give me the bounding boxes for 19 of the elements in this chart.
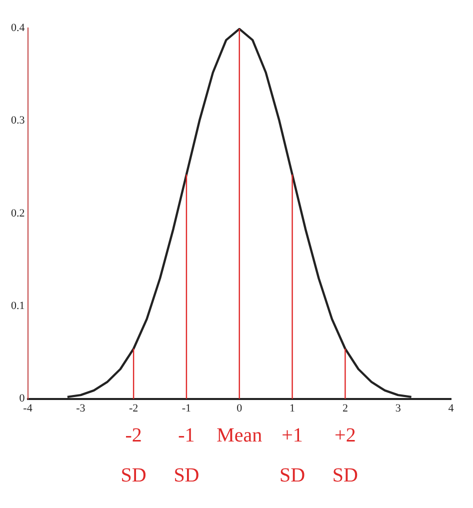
ref-line-label: -2 SD: [120, 424, 146, 486]
ref-line-label: +1 SD: [279, 424, 306, 486]
x-tick-label: -2: [128, 402, 138, 414]
x-tick-label: -4: [23, 402, 33, 414]
x-tick-label: -3: [76, 402, 86, 414]
ref-line-label: Mean: [216, 424, 262, 446]
ref-line-label: -1 SD: [174, 424, 200, 486]
x-tick-label: 0: [236, 402, 243, 414]
x-tick-label: 4: [448, 402, 454, 414]
x-tick-label: 1: [290, 402, 296, 414]
y-tick-label: 0.2: [11, 207, 25, 220]
y-tick-label: 0.1: [11, 300, 25, 312]
y-tick-label: 0.3: [11, 114, 26, 127]
x-tick-label: 2: [342, 402, 348, 414]
x-tick-label: -1: [182, 402, 192, 414]
x-tick-label: 3: [395, 402, 402, 414]
y-tick-label: 0: [19, 392, 26, 405]
ref-line-label: +2 SD: [332, 424, 358, 486]
y-tick-label: 0.4: [11, 22, 26, 34]
